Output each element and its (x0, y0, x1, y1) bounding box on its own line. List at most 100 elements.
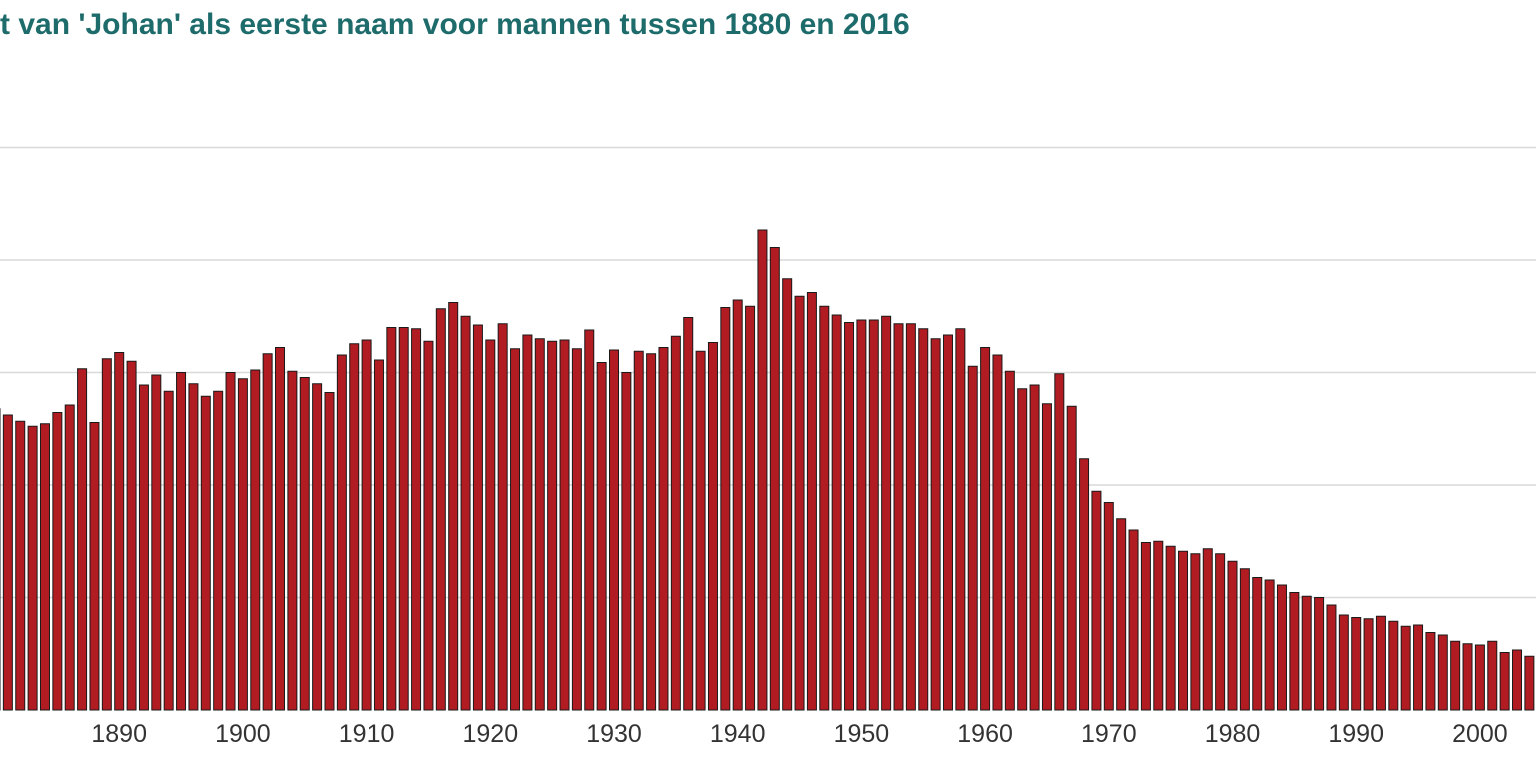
bar-1924 (534, 338, 545, 711)
bar-1942 (757, 229, 768, 711)
bar-1896 (188, 383, 199, 711)
bar-1933 (646, 353, 657, 711)
bar-2002 (1499, 652, 1510, 711)
bar-1935 (670, 335, 681, 711)
bar-1887 (77, 368, 88, 711)
bar-1947 (819, 305, 830, 711)
bar-1904 (287, 370, 298, 711)
x-tick-label: 1930 (586, 720, 642, 748)
bar-1893 (151, 374, 162, 711)
chart-title: t van 'Johan' als eerste naam voor manne… (0, 8, 910, 41)
bar-1946 (806, 292, 817, 711)
bar-1974 (1153, 540, 1164, 711)
bar-1966 (1054, 373, 1065, 711)
bar-1975 (1165, 545, 1176, 711)
bar-1905 (299, 377, 310, 711)
bar-1922 (510, 348, 521, 711)
x-tick-label: 1920 (462, 720, 518, 748)
x-tick-label: 1980 (1205, 720, 1261, 748)
x-tick-label: 1950 (834, 720, 890, 748)
bar-1919 (472, 324, 483, 711)
bar-1901 (250, 369, 261, 711)
bar-1949 (844, 322, 855, 711)
bar-1931 (621, 372, 632, 711)
bar-1997 (1437, 634, 1448, 711)
bar-1953 (893, 323, 904, 711)
bar-1968 (1079, 458, 1090, 711)
bar-1944 (782, 278, 793, 711)
x-tick-label: 1960 (957, 720, 1013, 748)
bar-1940 (732, 299, 743, 711)
bar-1958 (955, 328, 966, 711)
bar-1902 (262, 353, 273, 711)
bar-2003 (1512, 649, 1523, 711)
bar-1985 (1289, 592, 1300, 711)
bar-1910 (361, 339, 372, 711)
bar-1959 (967, 365, 978, 711)
bar-1897 (200, 395, 211, 711)
bar-1906 (312, 383, 323, 711)
bar-1980 (1227, 560, 1238, 711)
bar-1891 (126, 360, 137, 711)
bar-1950 (856, 319, 867, 711)
bar-1932 (633, 350, 644, 711)
x-tick-label: 1990 (1328, 720, 1384, 748)
bar-1892 (138, 384, 149, 711)
bar-1965 (1041, 403, 1052, 711)
bar-1956 (930, 338, 941, 711)
bar-1967 (1066, 405, 1077, 711)
bar-1993 (1388, 620, 1399, 711)
x-axis-ticks: 1890 1900 1910 1920 1930 1940 1950 1960 1970 1980… (91, 720, 1508, 748)
bar-1948 (831, 314, 842, 711)
bar-1921 (497, 323, 508, 711)
bar-1937 (695, 350, 706, 711)
bar-1951 (868, 319, 879, 711)
bar-1888 (89, 422, 100, 711)
x-tick-label: 1970 (1081, 720, 1137, 748)
bar-1884 (39, 423, 50, 711)
bar-1934 (658, 347, 669, 711)
bar-1899 (225, 372, 236, 711)
bar-1957 (942, 334, 953, 711)
bar-1989 (1338, 614, 1349, 711)
bar-1976 (1178, 550, 1189, 711)
bar-1900 (237, 378, 248, 711)
bar-1890 (114, 352, 125, 711)
bar-1943 (769, 247, 780, 711)
x-tick-label: 1900 (215, 720, 271, 748)
bar-1930 (609, 349, 619, 711)
bar-1929 (596, 362, 607, 711)
bar-1983 (1264, 579, 1275, 711)
bar-1918 (460, 315, 471, 711)
bar-1936 (683, 317, 694, 711)
bar-1908 (336, 354, 347, 711)
bar-1914 (411, 328, 422, 711)
bar-1964 (1029, 384, 1040, 711)
bar-1962 (1004, 370, 1015, 711)
bar-2001 (1487, 640, 1498, 711)
bar-1995 (1413, 624, 1424, 711)
bar-1955 (918, 328, 929, 711)
bar-1971 (1116, 518, 1127, 711)
bar-1954 (905, 323, 916, 711)
bar-1941 (745, 305, 756, 711)
bar-1986 (1301, 595, 1312, 711)
bar-1998 (1450, 640, 1461, 711)
x-tick-label: 2000 (1452, 720, 1508, 748)
bar-1999 (1462, 643, 1473, 711)
bar-1916 (435, 308, 446, 711)
x-tick-label: 1910 (339, 720, 395, 748)
bar-1883 (27, 425, 38, 711)
bar-1927 (571, 348, 582, 711)
bar-2004 (1524, 655, 1535, 711)
bar-1886 (64, 404, 75, 711)
bar-1978 (1202, 548, 1213, 711)
bar-1882 (15, 420, 26, 711)
bar-1969 (1091, 490, 1102, 711)
bar-1898 (213, 390, 224, 711)
bar-1984 (1276, 584, 1287, 711)
bar-1991 (1363, 618, 1374, 711)
bar-1889 (101, 358, 112, 711)
bar-1992 (1375, 615, 1386, 711)
bar-1981 (1239, 568, 1250, 711)
